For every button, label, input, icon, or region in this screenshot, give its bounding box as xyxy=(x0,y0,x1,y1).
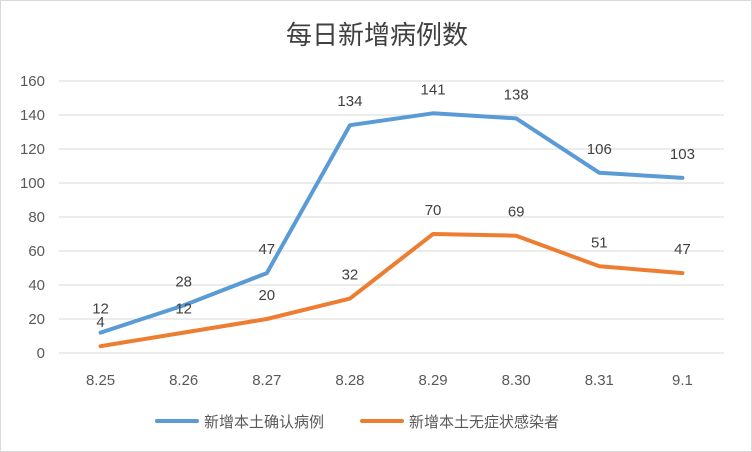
y-tick-label: 120 xyxy=(20,141,45,158)
x-tick-label: 8.30 xyxy=(502,372,531,389)
x-axis-ticks: 8.25 8.26 8.27 8.28 8.29 8.30 8.31 9.1 xyxy=(86,372,693,389)
data-label: 28 xyxy=(175,273,192,290)
legend: 新增本土确认病例 新增本土无症状感染者 xyxy=(155,413,559,431)
data-label: 12 xyxy=(175,301,192,318)
chart-title: 每日新增病例数 xyxy=(286,21,468,51)
series-line-0 xyxy=(98,111,685,335)
y-tick-label: 140 xyxy=(20,107,45,124)
series-line-1 xyxy=(98,232,685,349)
y-tick-label: 100 xyxy=(20,175,45,192)
x-tick-label: 8.27 xyxy=(252,372,281,389)
y-tick-label: 0 xyxy=(37,345,45,362)
y-tick-label: 80 xyxy=(28,209,45,226)
data-label: 20 xyxy=(258,287,275,304)
data-label: 32 xyxy=(342,267,359,284)
x-tick-label: 8.28 xyxy=(335,372,364,389)
data-label: 103 xyxy=(670,146,695,163)
x-tick-label: 8.25 xyxy=(86,372,115,389)
data-label: 134 xyxy=(337,93,362,110)
data-label: 141 xyxy=(421,81,446,98)
data-label: 106 xyxy=(587,141,612,158)
y-tick-label: 20 xyxy=(28,311,45,328)
legend-label: 新增本土确认病例 xyxy=(204,413,324,431)
x-tick-label: 8.29 xyxy=(418,372,447,389)
series-lines xyxy=(98,111,685,349)
data-label: 70 xyxy=(425,202,442,219)
x-tick-label: 8.31 xyxy=(585,372,614,389)
y-tick-label: 60 xyxy=(28,243,45,260)
data-label: 47 xyxy=(674,241,691,258)
y-tick-label: 40 xyxy=(28,277,45,294)
data-label: 69 xyxy=(508,204,525,221)
gridlines xyxy=(59,80,724,354)
y-axis-ticks: 0 20 40 60 80 100 120 140 160 xyxy=(20,73,45,362)
y-tick-label: 160 xyxy=(20,73,45,90)
data-label: 4 xyxy=(96,314,104,331)
data-label: 12 xyxy=(92,301,109,318)
data-label: 51 xyxy=(591,234,608,251)
x-tick-label: 8.26 xyxy=(169,372,198,389)
data-label: 47 xyxy=(258,241,275,258)
data-label: 138 xyxy=(504,86,529,103)
legend-label: 新增本土无症状感染者 xyxy=(409,413,559,431)
x-tick-label: 9.1 xyxy=(672,372,693,389)
